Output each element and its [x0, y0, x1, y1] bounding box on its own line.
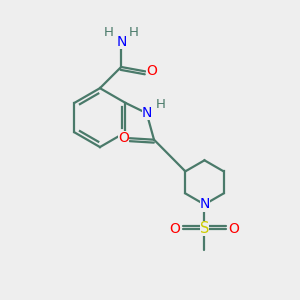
- Text: O: O: [229, 222, 239, 236]
- Text: H: H: [129, 26, 138, 39]
- Text: O: O: [169, 222, 181, 236]
- Text: O: O: [118, 131, 129, 145]
- Text: N: N: [142, 106, 152, 120]
- Text: H: H: [156, 98, 166, 111]
- Text: S: S: [200, 221, 209, 236]
- Text: N: N: [116, 35, 127, 49]
- Text: H: H: [104, 26, 114, 39]
- Text: O: O: [146, 64, 157, 78]
- Text: N: N: [200, 197, 210, 212]
